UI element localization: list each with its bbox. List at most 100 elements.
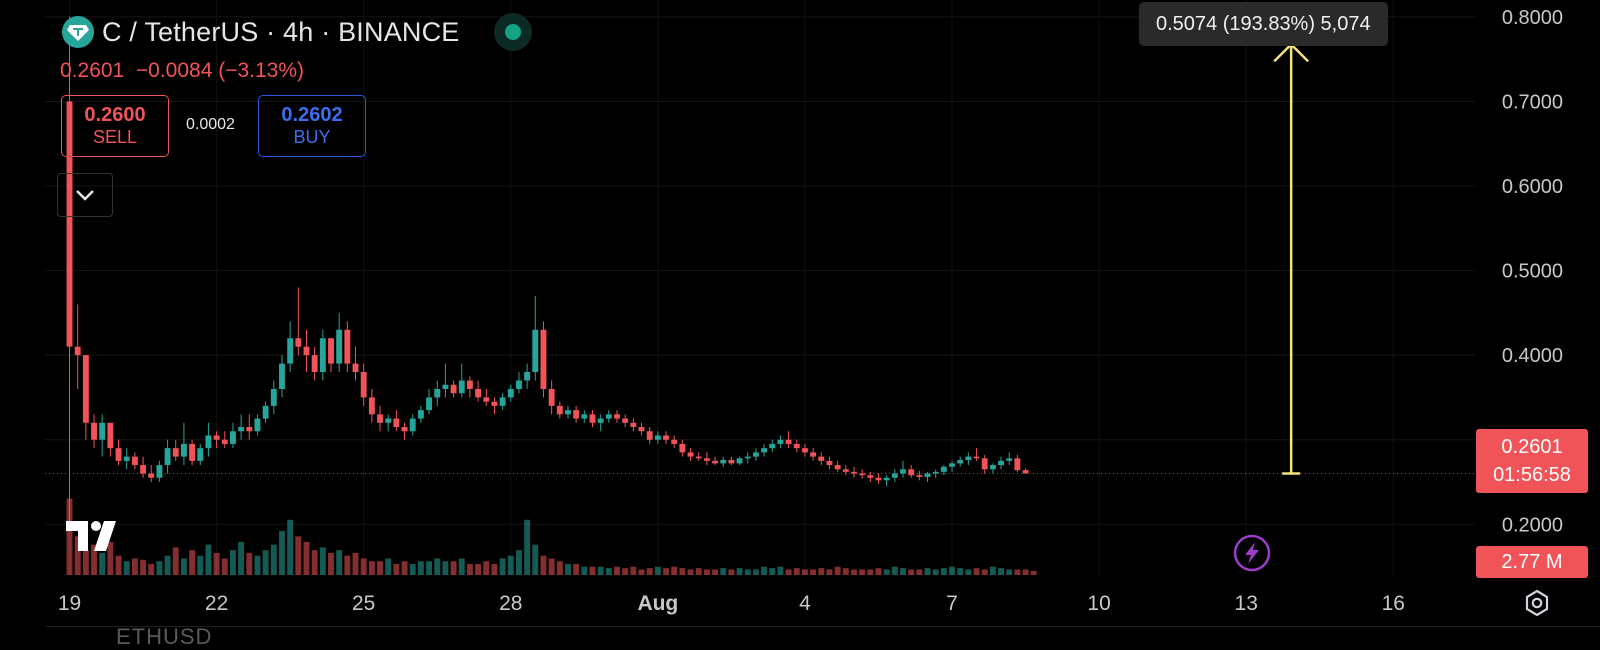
symbol-title[interactable]: C / TetherUS · 4h · BINANCE: [102, 16, 460, 47]
candle-body: [703, 458, 710, 461]
spread-value: 0.0002: [186, 116, 235, 133]
candle-body: [565, 410, 571, 415]
candle-body: [491, 401, 498, 406]
volume-bar: [818, 568, 825, 575]
candle: [483, 388, 490, 406]
settings-gear-icon[interactable]: [1522, 588, 1552, 623]
candle-body: [744, 456, 751, 459]
volume-bar: [736, 568, 743, 575]
candle-body: [213, 435, 220, 440]
volume-bar: [989, 566, 996, 575]
bottom-symbol-text[interactable]: ETHUSD: [116, 624, 213, 649]
candle-body: [883, 477, 890, 481]
candle-body: [82, 355, 89, 423]
volume-bar: [532, 544, 539, 575]
measure-tool[interactable]: [1273, 42, 1310, 475]
volume-bar: [401, 561, 408, 575]
candle: [989, 463, 996, 474]
candle: [769, 439, 776, 453]
candle-body: [932, 471, 939, 474]
candle: [597, 414, 604, 432]
tradingview-logo-icon[interactable]: [66, 521, 124, 556]
y-tick-label: 0.6000: [1502, 176, 1563, 198]
price-tag-value: 0.2601: [1501, 436, 1563, 458]
candle: [891, 469, 898, 482]
volume-bar: [671, 566, 678, 575]
volume-bar: [442, 561, 449, 575]
candle-body: [262, 405, 269, 419]
volume-bar: [213, 552, 220, 575]
candle-body: [573, 410, 580, 419]
candle-body: [279, 363, 285, 389]
volume-bar: [107, 541, 114, 575]
candle: [589, 410, 596, 428]
candle: [638, 422, 645, 436]
volume-bar: [720, 568, 727, 575]
candle-body: [417, 410, 424, 419]
candle: [458, 363, 465, 398]
candle: [246, 414, 253, 440]
candle-body: [352, 363, 359, 373]
lightning-icon[interactable]: [1232, 533, 1272, 578]
candle-body: [426, 397, 432, 411]
candle-body: [148, 473, 155, 478]
volume-bar: [426, 561, 432, 575]
volume-bar: [679, 568, 686, 575]
chart-grid: [45, 0, 1475, 575]
candle: [164, 439, 171, 474]
candle: [622, 414, 629, 428]
candle: [507, 384, 514, 402]
candle: [238, 414, 245, 440]
candle-body: [916, 475, 923, 477]
volume-bar: [589, 566, 596, 575]
volume-bar: [752, 569, 759, 575]
y-tick-label: 0.2000: [1502, 514, 1563, 536]
candle: [810, 448, 817, 461]
candle-body: [671, 439, 678, 444]
candle-body: [777, 439, 784, 444]
candle: [924, 471, 931, 482]
volume-bar: [238, 541, 245, 575]
volume-bar: [417, 561, 424, 575]
candle-body: [654, 435, 661, 440]
candle: [573, 405, 580, 423]
candle-body: [793, 443, 800, 449]
buy-button[interactable]: 0.2602 BUY: [258, 95, 366, 157]
x-tick-label: Aug: [637, 592, 678, 615]
volume-bar: [82, 550, 89, 575]
price-change-line: 0.2601 −0.0084 (−3.13%): [60, 59, 304, 83]
candle: [900, 460, 906, 478]
x-tick-label: 4: [799, 592, 811, 615]
volume-bar: [548, 558, 555, 575]
time-axis[interactable]: 19 22 25 28 Aug 4 7 10 13 16: [58, 592, 1405, 615]
volume-bar: [507, 555, 514, 575]
volume-bar: [581, 566, 588, 575]
symbol-header[interactable]: C / TetherUS · 4h · BINANCE: [62, 13, 532, 51]
candle-body: [344, 329, 351, 364]
volume-bar: [189, 550, 196, 575]
candle-body: [434, 388, 441, 398]
candle: [932, 469, 939, 478]
candle-body: [475, 388, 482, 398]
candle: [671, 435, 678, 449]
candle-body: [761, 448, 768, 453]
volume-bar: [769, 568, 776, 575]
volume-bar: [344, 555, 351, 575]
volume-bar: [932, 569, 939, 575]
candle: [834, 460, 841, 472]
volume-bar: [287, 519, 294, 575]
candle: [491, 397, 498, 415]
candle: [998, 456, 1004, 470]
volume-bar: [622, 568, 629, 575]
candle-body: [180, 443, 187, 457]
candle: [205, 422, 212, 457]
candle-body: [401, 427, 408, 432]
candle-body: [924, 473, 931, 477]
volume-bar: [744, 569, 751, 575]
sell-button[interactable]: 0.2600 SELL: [61, 95, 169, 157]
volume-bar: [687, 569, 694, 575]
candle: [695, 452, 702, 461]
collapse-button[interactable]: [57, 173, 113, 217]
volume-bar: [516, 550, 522, 575]
